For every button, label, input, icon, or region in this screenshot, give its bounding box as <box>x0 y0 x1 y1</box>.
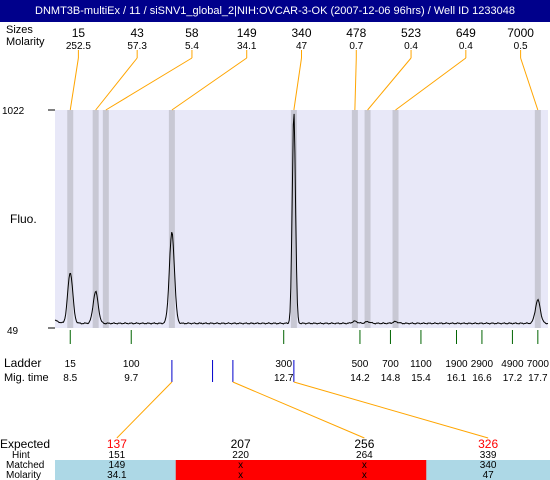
peak-molarity-label: 57.3 <box>127 41 147 52</box>
ladder-size-label: 300 <box>275 359 292 370</box>
ladder-time-label: 12.7 <box>274 373 294 384</box>
peak-size-label: 523 <box>401 26 421 40</box>
ladder-time-label: 14.2 <box>350 373 370 384</box>
ladder-size-label: 7000 <box>527 359 550 370</box>
table-matched-value: 340 <box>480 460 497 471</box>
ladder-size-label: 700 <box>382 359 399 370</box>
y-axis-label: Fluo. <box>10 212 37 226</box>
ladder-time-label: 8.5 <box>63 373 77 384</box>
table-cell-bg <box>175 460 303 480</box>
table-expected-value: 256 <box>354 437 374 451</box>
ladder-time-label: 15.4 <box>411 373 431 384</box>
peak-molarity-label: 0.7 <box>349 41 363 52</box>
hint-row-label: Hint <box>12 450 30 461</box>
table-cell-bg <box>55 460 179 480</box>
table-expected-value: 137 <box>107 437 127 451</box>
peak-size-label: 478 <box>346 26 366 40</box>
peak-band <box>168 110 175 328</box>
table-molarity-value: 47 <box>483 470 495 480</box>
peak-size-label: 149 <box>237 26 257 40</box>
y-tick-top: 1022 <box>2 106 25 117</box>
table-cell-bg <box>302 460 430 480</box>
peak-connector <box>354 57 357 111</box>
peak-molarity-label: 0.4 <box>404 41 418 52</box>
peak-band <box>290 110 297 328</box>
table-molarity-value: 34.1 <box>107 470 127 480</box>
peak-molarity-label: 252.5 <box>66 41 91 52</box>
peak-molarity-label: 34.1 <box>237 41 257 52</box>
molarity-row-label: Molarity <box>6 36 45 48</box>
peak-connector <box>367 57 412 111</box>
peak-size-label: 340 <box>291 26 311 40</box>
table-matched-value: 149 <box>109 460 126 471</box>
signal-trace <box>54 113 549 325</box>
peak-molarity-label: 47 <box>296 41 308 52</box>
table-matched-value: x <box>362 460 367 471</box>
table-molarity-row-label: Molarity <box>6 470 41 480</box>
peak-size-label: 15 <box>72 26 86 40</box>
peak-size-label: 649 <box>456 26 476 40</box>
peak-molarity-label: 0.5 <box>514 41 528 52</box>
peak-size-label: 7000 <box>507 26 534 40</box>
peak-connector <box>105 57 193 111</box>
ladder-time-label: 16.6 <box>472 373 492 384</box>
ladder-time-label: 17.7 <box>528 373 548 384</box>
matched-row-label: Matched <box>6 460 44 471</box>
peak-band <box>67 110 74 328</box>
table-expected-value: 326 <box>478 437 498 451</box>
ladder-size-label: 1100 <box>410 359 432 370</box>
table-hint-value: 220 <box>232 450 249 461</box>
sizes-row-label: Sizes <box>6 24 33 36</box>
expected-row-label: Expected <box>0 437 50 451</box>
table-hint-value: 339 <box>480 450 497 461</box>
ladder-size-label: 100 <box>123 359 140 370</box>
peak-connector <box>69 57 79 111</box>
peak-band <box>392 110 399 328</box>
peak-band <box>102 110 109 328</box>
peak-connector <box>395 57 467 111</box>
ladder-time-label: 17.2 <box>503 373 523 384</box>
plot-area <box>55 110 548 328</box>
peak-band <box>351 110 358 328</box>
peak-molarity-label: 5.4 <box>185 41 199 52</box>
peak-molarity-label: 0.4 <box>459 41 473 52</box>
ladder-time-label: 9.7 <box>124 373 138 384</box>
peak-connector <box>171 57 248 111</box>
peak-connector <box>293 57 302 111</box>
ladder-row-label: Ladder <box>4 356 41 370</box>
expected-connector <box>293 381 489 439</box>
table-matched-value: x <box>238 460 243 471</box>
table-hint-value: 151 <box>109 450 126 461</box>
peak-band <box>364 110 371 328</box>
ladder-time-label: 16.1 <box>447 373 467 384</box>
table-molarity-value: x <box>362 470 367 480</box>
ladder-size-label: 2900 <box>471 359 494 370</box>
peak-size-label: 58 <box>185 26 199 40</box>
table-cell-bg <box>426 460 550 480</box>
y-tick-bottom: 49 <box>7 326 19 337</box>
peak-band <box>92 110 99 328</box>
window-title: DNMT3B-multiEx / 11 / siSNV1_global_2|NI… <box>0 0 550 22</box>
expected-connector <box>116 381 173 439</box>
table-hint-value: 264 <box>356 450 373 461</box>
table-expected-value: 207 <box>231 437 251 451</box>
ladder-size-label: 4900 <box>501 359 524 370</box>
peak-size-label: 43 <box>130 26 144 40</box>
expected-connector <box>232 381 365 439</box>
ladder-time-label: 14.8 <box>381 373 401 384</box>
ladder-size-label: 500 <box>352 359 369 370</box>
peak-band <box>534 110 541 328</box>
ladder-size-label: 15 <box>65 359 77 370</box>
ladder-size-label: 1900 <box>445 359 468 370</box>
table-molarity-value: x <box>238 470 243 480</box>
peak-connector <box>95 57 138 111</box>
migtime-row-label: Mig. time <box>4 372 49 384</box>
peak-connector <box>520 57 539 111</box>
